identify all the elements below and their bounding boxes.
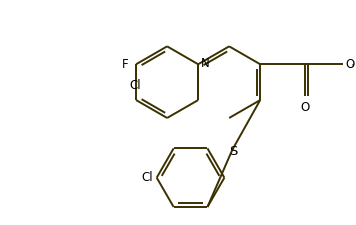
- Text: F: F: [121, 58, 128, 71]
- Text: S: S: [229, 145, 237, 158]
- Text: Cl: Cl: [129, 79, 141, 92]
- Text: O: O: [346, 58, 355, 71]
- Text: Cl: Cl: [141, 171, 153, 184]
- Text: O: O: [300, 101, 310, 114]
- Text: N: N: [201, 57, 210, 70]
